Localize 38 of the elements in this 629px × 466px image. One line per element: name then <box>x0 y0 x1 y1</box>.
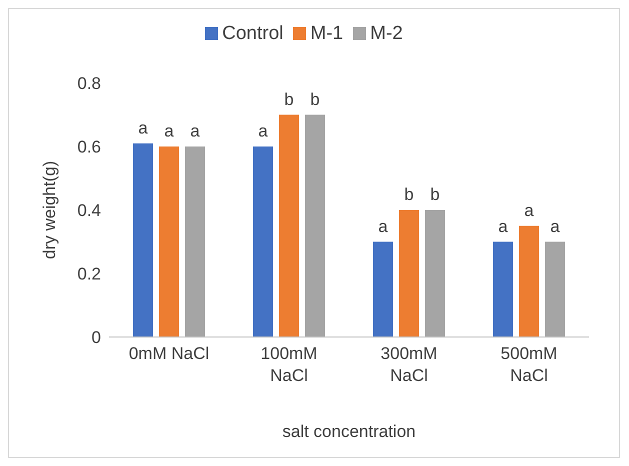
bar <box>133 143 153 337</box>
data-label: a <box>164 122 174 140</box>
bar <box>159 146 179 337</box>
y-tick-label: 0.2 <box>77 264 101 284</box>
data-label: a <box>258 122 268 140</box>
data-label: a <box>378 216 388 236</box>
bar <box>425 210 445 337</box>
data-label: b <box>404 185 414 204</box>
x-tick-label: 500mM NaCl <box>500 344 558 385</box>
legend-label: M-1 <box>310 23 344 44</box>
y-axis-title: dry weight(g) <box>40 160 60 260</box>
bar <box>545 242 565 337</box>
x-tick-label: 300mM NaCl <box>380 344 438 385</box>
bar <box>253 146 273 337</box>
data-label: a <box>550 216 560 236</box>
y-tick-label: 0 <box>92 328 101 348</box>
data-label: b <box>310 90 320 109</box>
data-label: a <box>524 200 534 220</box>
bar <box>493 242 513 337</box>
y-tick-label: 0.6 <box>77 138 101 157</box>
x-tick-label: 0mM NaCl <box>128 344 210 363</box>
data-label: a <box>190 122 200 140</box>
data-label: a <box>138 118 148 138</box>
x-axis-title: salt concentration <box>282 422 416 441</box>
y-tick-label: 0.4 <box>77 201 101 220</box>
y-tick-label: 0.8 <box>77 74 101 94</box>
data-label: b <box>284 90 294 109</box>
bar <box>279 114 299 337</box>
legend-label: Control <box>222 23 284 44</box>
bar <box>373 242 393 337</box>
data-label: b <box>430 185 440 204</box>
x-tick-label: 100mM NaCl <box>260 344 318 385</box>
bar <box>399 210 419 337</box>
bar <box>519 226 539 337</box>
data-label: a <box>498 216 508 236</box>
bar <box>305 114 325 337</box>
legend-label: M-2 <box>370 23 403 44</box>
bar <box>185 146 205 337</box>
